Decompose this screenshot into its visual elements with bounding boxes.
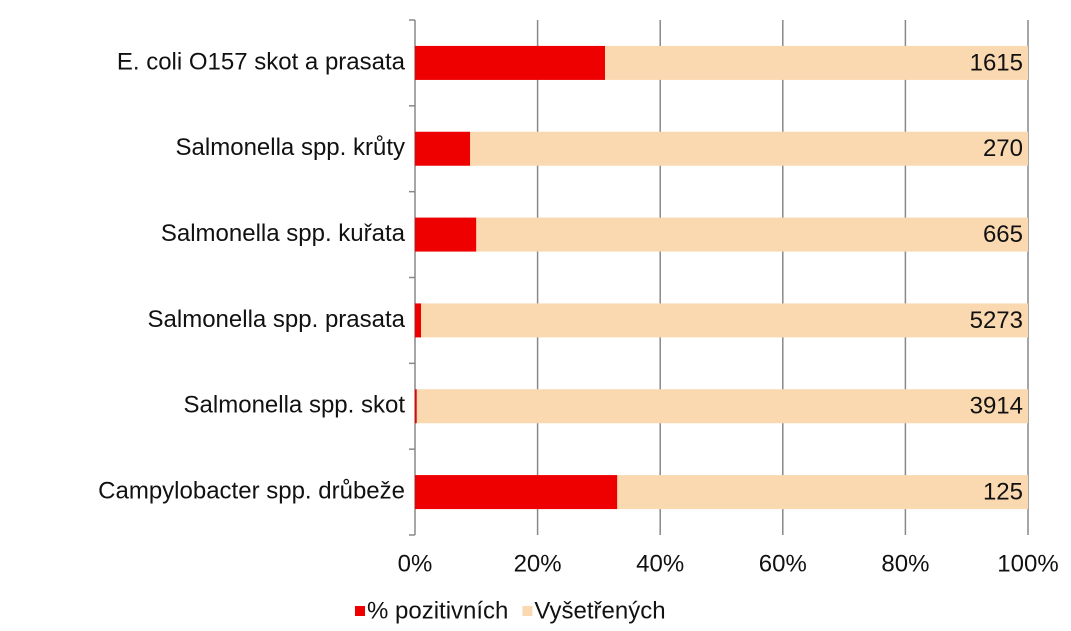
y-tick-label: Salmonella spp. kuřata <box>161 220 406 247</box>
y-tick-label: Salmonella spp. skot <box>184 392 406 419</box>
total-label: 665 <box>983 221 1023 248</box>
y-tick-label: E. coli O157 skot a prasata <box>117 48 406 75</box>
x-tick-label: 20% <box>514 550 562 577</box>
bar-segment <box>415 303 422 338</box>
x-tick-label: 40% <box>636 550 684 577</box>
legend-swatch <box>522 606 533 616</box>
legend-label: % pozitivních <box>367 597 508 624</box>
y-tick-label: Salmonella spp. prasata <box>148 306 406 333</box>
x-tick-label: 60% <box>759 550 807 577</box>
x-tick-label: 80% <box>881 550 929 577</box>
bar-segment <box>605 45 1028 80</box>
bar-segment <box>617 475 1028 510</box>
bar-segment <box>416 389 1028 424</box>
bar-segment <box>415 45 606 80</box>
y-tick-label: Salmonella spp. krůty <box>176 134 405 161</box>
legend-label: Vyšetřených <box>534 597 665 624</box>
bar-segment <box>415 475 618 510</box>
bar-segment <box>476 217 1028 252</box>
x-tick-label: 0% <box>398 550 433 577</box>
bar-segment <box>415 131 471 166</box>
bar-segment <box>415 217 477 252</box>
total-label: 125 <box>983 478 1023 505</box>
total-label: 1615 <box>970 49 1023 76</box>
total-label: 5273 <box>970 307 1023 334</box>
bar-segment <box>421 303 1028 338</box>
legend-swatch <box>355 606 365 616</box>
x-tick-label: 100% <box>997 550 1058 577</box>
total-label: 270 <box>983 135 1023 162</box>
total-label: 3914 <box>970 393 1023 420</box>
bar-segment <box>470 131 1028 166</box>
y-tick-label: Campylobacter spp. drůbeže <box>98 477 405 504</box>
bar-segment <box>415 389 417 424</box>
